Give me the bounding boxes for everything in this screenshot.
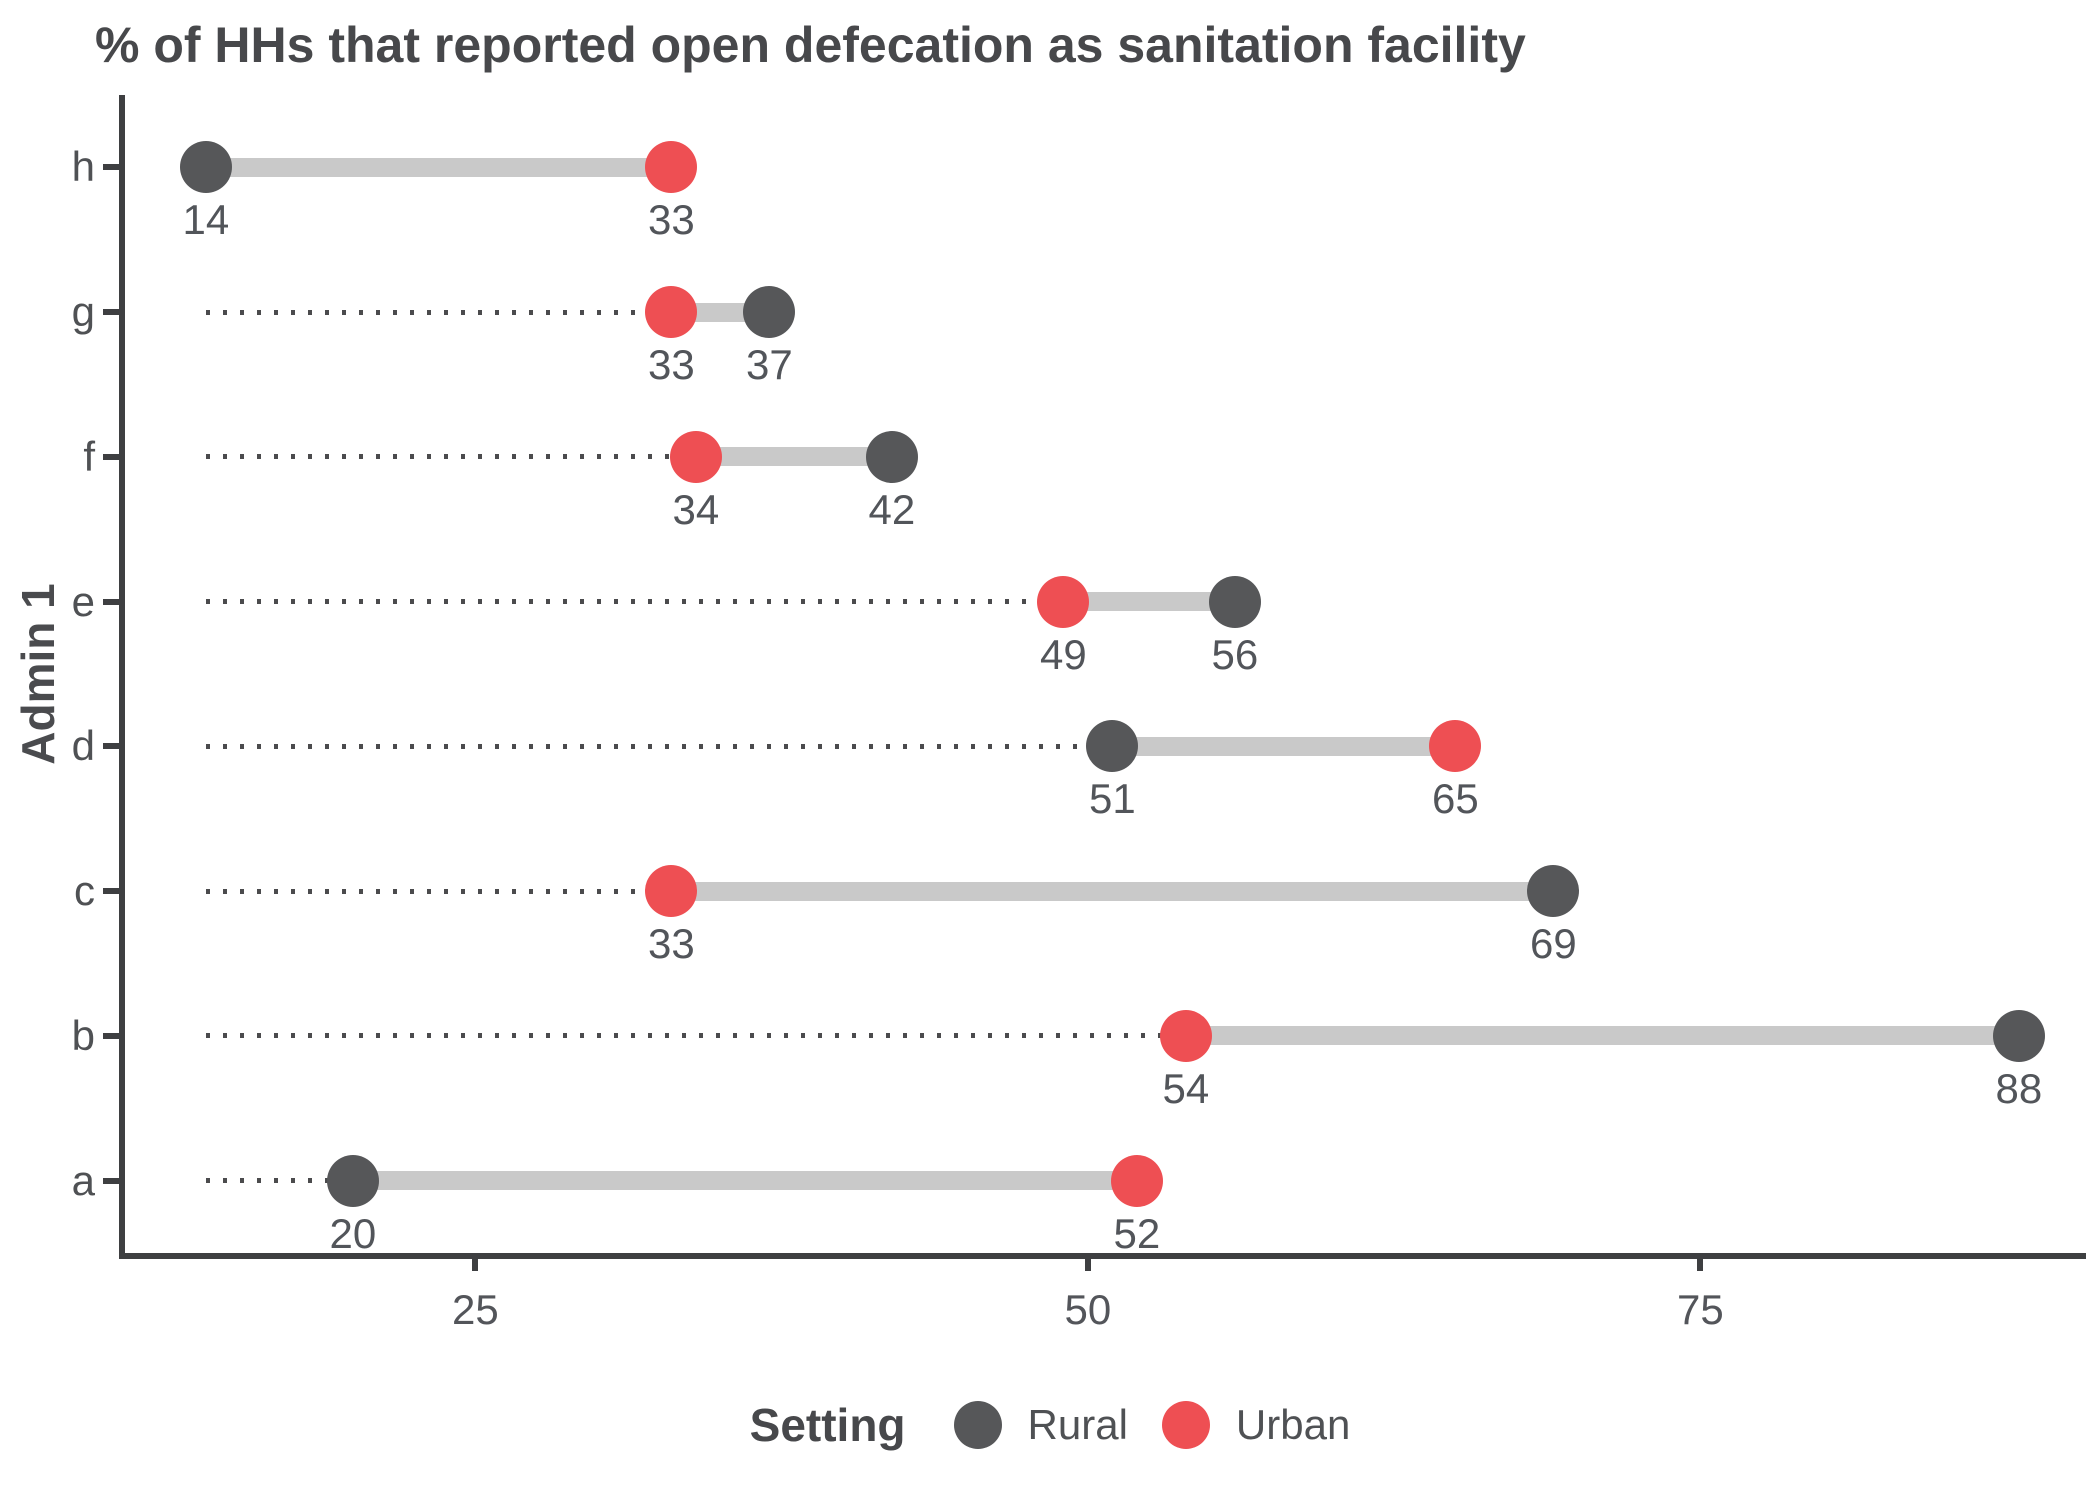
rural-point bbox=[326, 1154, 379, 1207]
baseline-dotted-line bbox=[205, 454, 676, 460]
urban-value-label: 34 bbox=[672, 485, 720, 533]
urban-value-label: 33 bbox=[647, 341, 695, 389]
urban-point bbox=[1159, 1009, 1212, 1062]
rural-value-label: 88 bbox=[1995, 1064, 2043, 1112]
y-axis-tick bbox=[103, 743, 121, 750]
category-label: g bbox=[71, 288, 95, 336]
rural-value-label: 20 bbox=[329, 1209, 377, 1257]
category-label: c bbox=[74, 867, 95, 915]
baseline-dotted-line bbox=[205, 599, 1044, 605]
urban-point bbox=[645, 141, 698, 194]
urban-point bbox=[1429, 720, 1482, 773]
y-axis-tick bbox=[103, 888, 121, 895]
category-label: e bbox=[71, 577, 95, 625]
legend-label: Rural bbox=[1027, 1401, 1128, 1448]
rural-value-label: 14 bbox=[182, 196, 230, 244]
x-axis-tick bbox=[1084, 1253, 1091, 1271]
urban-point bbox=[1037, 575, 1090, 628]
connector-bar bbox=[1112, 736, 1456, 756]
legend-item-rural: Rural bbox=[953, 1401, 1128, 1449]
baseline-dotted-line bbox=[205, 309, 652, 315]
y-axis-tick bbox=[103, 1032, 121, 1039]
urban-point bbox=[1110, 1154, 1163, 1207]
x-axis-tick bbox=[1697, 1253, 1704, 1271]
y-axis-line bbox=[119, 95, 125, 1259]
urban-value-label: 49 bbox=[1039, 630, 1087, 678]
y-axis-tick bbox=[103, 1177, 121, 1184]
connector-bar bbox=[205, 157, 672, 177]
rural-value-label: 51 bbox=[1088, 775, 1136, 823]
rural-point bbox=[743, 286, 796, 339]
urban-value-label: 65 bbox=[1431, 775, 1479, 823]
x-axis-tick bbox=[472, 1253, 479, 1271]
rural-value-label: 56 bbox=[1211, 630, 1259, 678]
y-axis-tick bbox=[103, 453, 121, 460]
baseline-dotted-line bbox=[205, 888, 652, 894]
baseline-dotted-line bbox=[205, 1178, 333, 1184]
x-axis-line bbox=[119, 1253, 2086, 1259]
rural-point bbox=[1208, 575, 1261, 628]
urban-value-label: 33 bbox=[647, 920, 695, 968]
rural-point bbox=[1086, 720, 1139, 773]
connector-bar bbox=[695, 447, 892, 467]
rural-value-label: 37 bbox=[745, 341, 793, 389]
category-label: h bbox=[71, 143, 95, 191]
urban-value-label: 33 bbox=[647, 196, 695, 244]
x-axis-tick-label: 50 bbox=[1064, 1286, 1112, 1333]
connector-bar bbox=[1185, 1026, 2019, 1046]
rural-point bbox=[179, 141, 232, 194]
legend-title: Setting bbox=[749, 1399, 906, 1451]
urban-point bbox=[645, 865, 698, 918]
y-axis-tick bbox=[103, 164, 121, 171]
rural-point bbox=[1527, 865, 1580, 918]
rural-value-label: 69 bbox=[1529, 920, 1577, 968]
rural-swatch-icon bbox=[953, 1401, 1002, 1449]
legend: Setting Rural Urban bbox=[0, 1398, 2100, 1452]
rural-value-label: 42 bbox=[868, 485, 916, 533]
y-axis-tick bbox=[103, 309, 121, 316]
connector-bar bbox=[1063, 592, 1235, 612]
baseline-dotted-line bbox=[205, 1033, 1166, 1039]
connector-bar bbox=[352, 1171, 1137, 1191]
urban-value-label: 52 bbox=[1113, 1209, 1161, 1257]
x-axis-tick-label: 75 bbox=[1676, 1286, 1724, 1333]
x-axis-tick-label: 25 bbox=[451, 1286, 499, 1333]
urban-point bbox=[669, 430, 722, 483]
category-label: d bbox=[71, 722, 95, 770]
legend-item-urban: Urban bbox=[1161, 1401, 1351, 1449]
legend-label: Urban bbox=[1235, 1401, 1351, 1448]
urban-point bbox=[645, 286, 698, 339]
category-label: a bbox=[71, 1156, 95, 1204]
connector-bar bbox=[671, 881, 1554, 901]
chart-title: % of HHs that reported open defecation a… bbox=[95, 17, 1526, 73]
urban-value-label: 54 bbox=[1162, 1064, 1210, 1112]
baseline-dotted-line bbox=[205, 743, 1093, 749]
y-axis-tick bbox=[103, 598, 121, 605]
category-label: b bbox=[71, 1011, 95, 1059]
rural-point bbox=[1992, 1009, 2045, 1062]
urban-swatch-icon bbox=[1161, 1401, 1210, 1449]
category-label: f bbox=[83, 432, 95, 480]
rural-point bbox=[865, 430, 918, 483]
